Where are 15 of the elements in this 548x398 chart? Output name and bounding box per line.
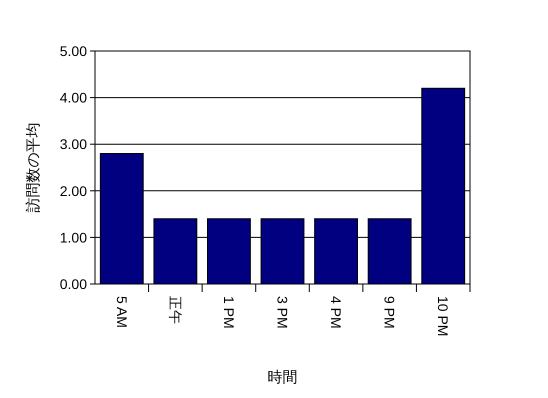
y-tick-label: 1.00 — [60, 229, 88, 246]
x-tick-label: 4 PM — [328, 296, 344, 329]
y-tick-label: 4.00 — [60, 90, 88, 106]
x-tick-label: 正午 — [167, 296, 184, 324]
x-tick-label: 5 AM — [114, 296, 130, 328]
y-tick-label: 2.00 — [60, 182, 88, 199]
x-tick-label: 10 PM — [435, 296, 452, 336]
x-tick-label: 1 PM — [220, 296, 237, 329]
y-tick-label: 3.00 — [60, 136, 88, 152]
y-tick-label: 0.00 — [60, 276, 88, 292]
x-axis-title: 時間 — [268, 369, 298, 386]
x-tick-label: 3 PM — [274, 296, 290, 329]
y-axis-title: 訪問数の平均 — [25, 122, 42, 212]
y-tick-label: 5.00 — [60, 43, 88, 59]
x-tick-label: 9 PM — [382, 296, 398, 329]
